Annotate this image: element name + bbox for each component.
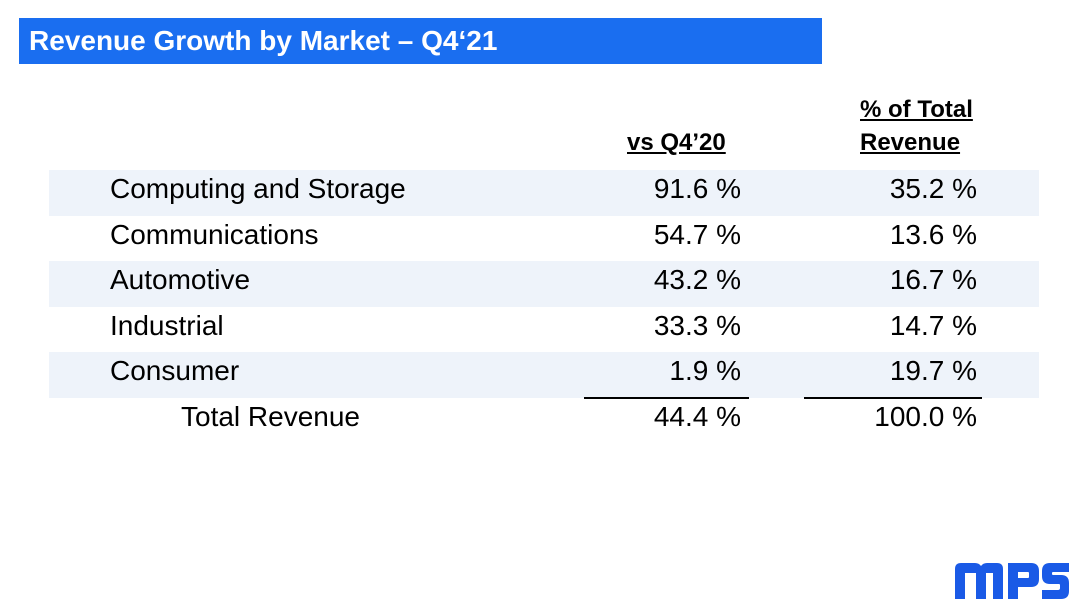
growth-value: 43.2 % — [653, 264, 741, 296]
table-row: Consumer 1.9 % 19.7 % — [49, 352, 1039, 398]
growth-value: 33.3 % — [653, 309, 741, 341]
growth-value: 54.7 % — [653, 218, 741, 250]
share-header-line2: Revenue — [860, 129, 961, 156]
market-name: Communications — [110, 218, 319, 250]
table-row: Industrial 33.3 % 14.7 % — [49, 307, 1039, 353]
share-header-line1: % of Total — [860, 96, 973, 123]
total-row: Total Revenue 44.4 % 100.0 % — [49, 398, 1039, 443]
share-column-header: % of Total Revenue — [860, 93, 973, 159]
revenue-table: Computing and Storage 91.6 % 35.2 % Comm… — [49, 170, 1039, 398]
total-share-value: 100.0 % — [874, 401, 977, 432]
total-growth-value: 44.4 % — [653, 401, 741, 432]
market-name: Automotive — [110, 264, 251, 296]
growth-value: 1.9 % — [669, 355, 741, 387]
share-value: 19.7 % — [889, 355, 977, 387]
share-value: 16.7 % — [889, 264, 977, 296]
growth-column-header: vs Q4’20 — [627, 129, 726, 156]
total-label: Total Revenue — [181, 401, 361, 432]
share-total-rule — [804, 397, 982, 399]
share-value: 14.7 % — [889, 309, 977, 341]
growth-total-rule — [584, 397, 749, 399]
table-row: Computing and Storage 91.6 % 35.2 % — [49, 170, 1039, 216]
table-row: Automotive 43.2 % 16.7 % — [49, 261, 1039, 307]
share-value: 35.2 % — [889, 173, 977, 204]
market-name: Industrial — [110, 309, 224, 341]
slide-title: Revenue Growth by Market – Q4‘21 — [29, 25, 498, 56]
mps-logo — [955, 563, 1069, 599]
share-value: 13.6 % — [889, 218, 977, 250]
title-bar: Revenue Growth by Market – Q4‘21 — [19, 18, 822, 64]
market-name: Computing and Storage — [110, 173, 406, 204]
market-name: Consumer — [110, 355, 240, 387]
table-row: Communications 54.7 % 13.6 % — [49, 216, 1039, 262]
growth-value: 91.6 % — [653, 173, 741, 204]
